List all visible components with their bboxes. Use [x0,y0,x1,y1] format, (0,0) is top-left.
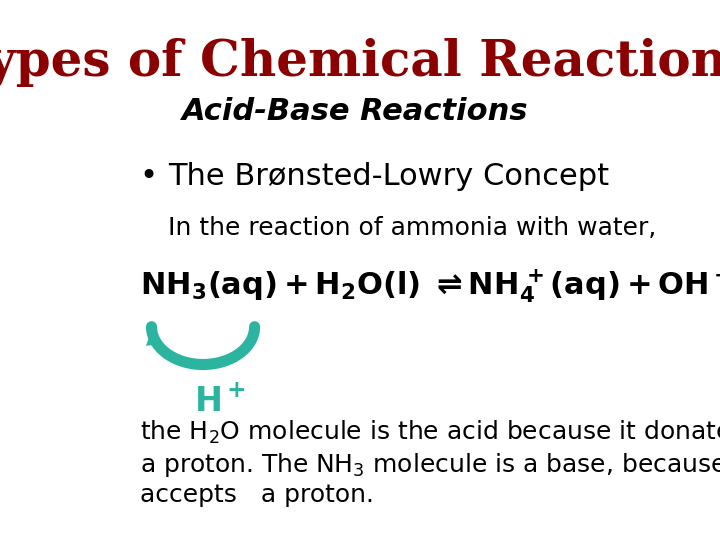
Text: a proton. The NH$_3$ molecule is a base, because it: a proton. The NH$_3$ molecule is a base,… [140,451,720,479]
Text: $\mathbf{NH_3(aq) + H_2O(l)\ \rightleftharpoons NH_4^{\,+}(aq) + OH^-(aq)}$: $\mathbf{NH_3(aq) + H_2O(l)\ \rightlefth… [140,267,720,305]
Text: the H$_2$O molecule is the acid because it donates: the H$_2$O molecule is the acid because … [140,418,720,445]
Text: The Brønsted-Lowry Concept: The Brønsted-Lowry Concept [168,162,609,191]
Text: $\mathbf{H^+}$: $\mathbf{H^+}$ [194,386,246,419]
Text: •: • [140,162,158,191]
Text: Acid-Base Reactions: Acid-Base Reactions [182,97,528,126]
Text: accepts   a proton.: accepts a proton. [140,483,374,507]
Text: Types of Chemical Reactions: Types of Chemical Reactions [0,38,720,87]
Text: In the reaction of ammonia with water,: In the reaction of ammonia with water, [168,216,657,240]
